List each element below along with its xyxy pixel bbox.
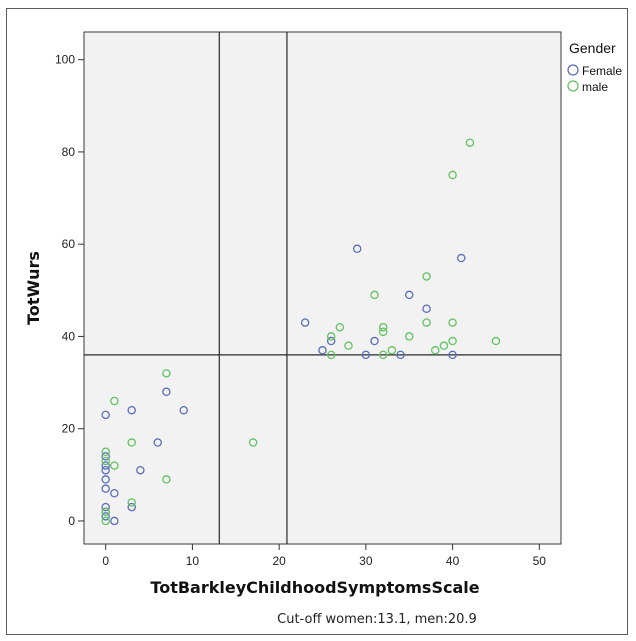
point-male [448, 336, 457, 346]
point-male [422, 318, 431, 327]
point-male [335, 322, 345, 332]
point-male [162, 369, 171, 378]
point-male [127, 498, 136, 507]
x-tick-label: 50 [533, 554, 547, 568]
point-female [361, 350, 371, 360]
point-male [491, 336, 501, 346]
point-male [378, 322, 388, 332]
point-female [352, 244, 362, 254]
caption: Cut-off women:13.1, men:20.9 [277, 612, 477, 627]
y-axis-title: TotWurs [24, 251, 43, 325]
point-male [448, 318, 457, 327]
point-male [101, 456, 110, 466]
point-male [162, 475, 171, 484]
point-male [248, 438, 258, 447]
point-male [344, 341, 353, 350]
point-female [448, 350, 457, 360]
chart-frame: 0 10 20 30 40 50 0 20 40 60 80 100 TotBarkleyChild… [6, 8, 628, 635]
plot-area [83, 31, 562, 545]
point-female [110, 516, 119, 526]
point-male [370, 290, 379, 300]
point-female [136, 465, 145, 475]
data-points [101, 138, 501, 526]
point-female [370, 336, 379, 346]
x-tick-label: 10 [186, 554, 200, 568]
x-tick-label: 40 [446, 554, 460, 568]
legend-title: Gender [569, 40, 616, 56]
point-female [101, 410, 110, 420]
y-tick-label: 80 [62, 145, 76, 159]
point-male [378, 327, 388, 337]
point-male [101, 516, 110, 526]
point-female [396, 350, 405, 360]
point-female [404, 290, 414, 300]
x-tick-label: 20 [272, 554, 286, 568]
point-female [101, 484, 110, 493]
series-male [101, 138, 501, 526]
point-female [457, 253, 466, 263]
point-male [430, 346, 440, 355]
legend-marker-male [567, 80, 579, 92]
point-male [404, 332, 414, 341]
point-female [101, 452, 110, 461]
point-male [439, 341, 449, 350]
point-male [101, 507, 110, 516]
point-female [162, 387, 171, 397]
point-female [110, 489, 119, 498]
point-female [127, 502, 136, 512]
reference-lines [84, 32, 561, 544]
point-female [101, 461, 110, 470]
x-axis-title: TotBarkleyChildhoodSymptomsScale [150, 578, 479, 597]
point-female [127, 405, 136, 415]
point-female [101, 512, 110, 521]
legend: Gender Female male [567, 40, 622, 94]
point-male [110, 396, 119, 406]
x-tick-label: 0 [102, 554, 109, 568]
point-male [110, 461, 119, 470]
y-tick-label: 60 [62, 237, 76, 251]
point-female [300, 318, 310, 327]
point-female [101, 475, 110, 484]
x-tick-label: 30 [359, 554, 373, 568]
point-male [422, 272, 431, 281]
y-tick-label: 0 [68, 514, 75, 528]
legend-marker-female [567, 64, 579, 76]
point-male [465, 138, 475, 147]
point-female [179, 405, 188, 415]
point-female [326, 336, 336, 346]
point-male [326, 332, 336, 341]
y-tick-label: 40 [62, 329, 76, 343]
point-male [448, 170, 457, 180]
legend-label-male: male [582, 80, 608, 94]
y-tick-label: 100 [55, 53, 75, 67]
point-male [101, 447, 110, 456]
legend-label-female: Female [582, 64, 622, 78]
x-axis: 0 10 20 30 40 50 [102, 544, 546, 568]
point-male [326, 350, 336, 360]
point-male [127, 438, 136, 447]
y-axis: 0 20 40 60 80 100 [55, 53, 84, 528]
point-female [101, 502, 110, 512]
point-female [318, 346, 327, 355]
scatter-chart: 0 10 20 30 40 50 0 20 40 60 80 100 TotBarkleyChild… [24, 31, 622, 627]
point-male [387, 346, 397, 355]
point-female [422, 304, 431, 314]
point-male [378, 350, 388, 360]
point-female [153, 438, 162, 447]
point-female [101, 465, 110, 475]
y-tick-label: 20 [62, 422, 76, 436]
